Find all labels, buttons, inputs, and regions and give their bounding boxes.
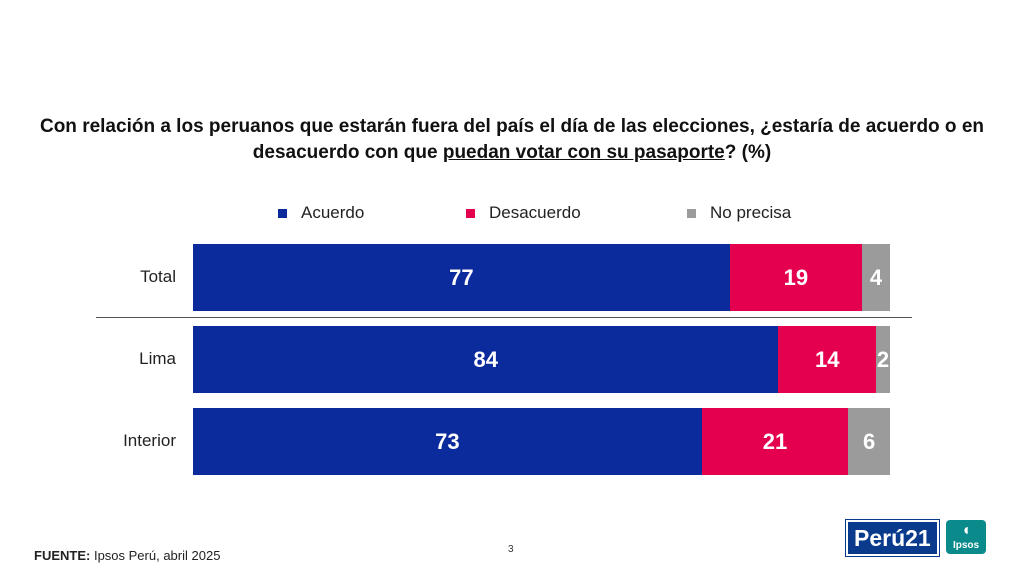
title-line-2-pre: desacuerdo con que (252, 142, 443, 163)
bar-lima-desacuerdo: 14 (778, 326, 877, 393)
legend-label-acuerdo: Acuerdo (301, 203, 365, 222)
legend-item-acuerdo: Acuerdo (278, 203, 364, 223)
legend: Acuerdo Desacuerdo No precisa (0, 203, 1024, 225)
data-label: 73 (435, 428, 460, 454)
bar-total-no-precisa: 4 (862, 244, 890, 311)
data-label: 14 (815, 346, 840, 372)
source-label: FUENTE: (34, 548, 91, 563)
data-label: 2 (876, 346, 890, 372)
divider-line (96, 317, 912, 318)
legend-item-desacuerdo: Desacuerdo (466, 203, 581, 223)
legend-swatch-acuerdo (278, 208, 287, 218)
category-label-interior: Interior (123, 430, 176, 450)
title-underlined: puedan votar con su pasaporte (442, 142, 725, 163)
source-note: FUENTE: Ipsos Perú, abril 2025 (34, 548, 220, 563)
ipsos-mark-icon: ◖ (961, 522, 971, 539)
data-label: 6 (862, 428, 876, 454)
data-label: 21 (762, 428, 788, 454)
bar-interior-no-precisa: 6 (848, 408, 890, 475)
data-label: 77 (449, 264, 474, 290)
ipsos-logo: ◖ Ipsos (946, 520, 986, 554)
data-label: 4 (869, 264, 883, 290)
legend-item-no-precisa: No precisa (687, 203, 791, 223)
legend-label-desacuerdo: Desacuerdo (489, 203, 581, 222)
data-label: 19 (783, 264, 809, 290)
title-line-2: desacuerdo con que puedan votar con su p… (20, 140, 1004, 166)
peru21-logo: Perú21 (846, 520, 939, 556)
title-line-1: Con relación a los peruanos que estarán … (39, 116, 984, 137)
chart-title: Con relación a los peruanos que estarán … (20, 114, 1004, 166)
legend-label-no-precisa: No precisa (710, 203, 792, 222)
bar-total-desacuerdo: 19 (729, 244, 863, 311)
bar-lima-no-precisa: 2 (876, 326, 890, 393)
bar-total-acuerdo: 77 (193, 244, 730, 311)
category-label-total: Total (140, 266, 176, 286)
legend-swatch-no-precisa (687, 208, 696, 218)
legend-swatch-desacuerdo (466, 208, 475, 218)
category-label-lima: Lima (139, 348, 176, 368)
bar-interior-desacuerdo: 21 (701, 408, 849, 475)
bar-lima-acuerdo: 84 (193, 326, 779, 393)
page-number: 3 (508, 544, 514, 555)
data-label: 84 (473, 346, 498, 372)
title-line-2-post: ? (%) (724, 142, 772, 163)
bar-interior-acuerdo: 73 (193, 408, 702, 475)
source-text: Ipsos Perú, abril 2025 (90, 548, 221, 563)
ipsos-logo-text: Ipsos (952, 540, 980, 551)
